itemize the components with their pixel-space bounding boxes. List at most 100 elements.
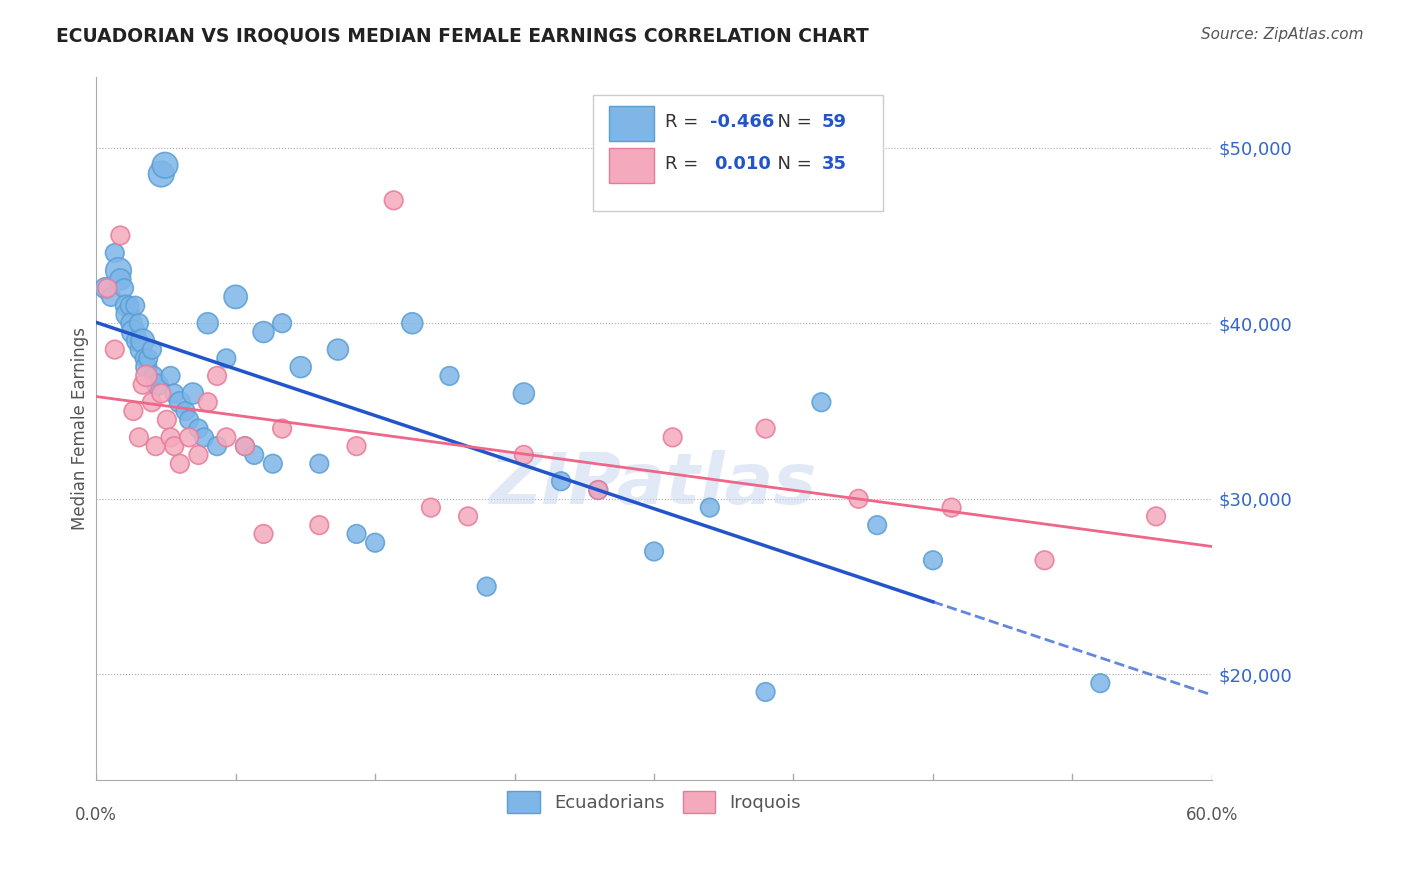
Y-axis label: Median Female Earnings: Median Female Earnings (72, 327, 89, 530)
Point (262, 457, 284, 471)
Point (197, 316, 219, 330)
Point (122, 404, 145, 418)
Point (513, 448, 536, 462)
Point (156, 413, 179, 427)
Point (586, 483, 609, 497)
Point (94, 281, 117, 295)
Point (233, 439, 256, 453)
Point (848, 491, 870, 506)
Text: N =: N = (766, 155, 817, 173)
Point (110, 228, 132, 243)
Point (112, 281, 135, 295)
Point (135, 368, 157, 383)
Point (181, 386, 204, 401)
Point (866, 518, 889, 533)
Point (124, 299, 146, 313)
Point (205, 439, 228, 453)
Point (346, 439, 368, 453)
Point (122, 325, 145, 339)
Text: N =: N = (766, 112, 817, 131)
Point (308, 457, 330, 471)
Point (1033, 553, 1056, 567)
Text: 0.0%: 0.0% (76, 806, 117, 824)
Point (169, 395, 191, 409)
Point (326, 343, 349, 357)
Point (104, 343, 127, 357)
Point (364, 535, 387, 549)
Point (401, 316, 423, 330)
FancyBboxPatch shape (609, 105, 654, 141)
Point (755, 421, 778, 435)
Text: ECUADORIAN VS IROQUOIS MEDIAN FEMALE EARNINGS CORRELATION CHART: ECUADORIAN VS IROQUOIS MEDIAN FEMALE EAR… (56, 27, 869, 45)
Point (550, 475, 572, 489)
Point (153, 158, 176, 172)
Point (475, 580, 498, 594)
FancyBboxPatch shape (593, 95, 883, 211)
Point (755, 685, 778, 699)
FancyBboxPatch shape (609, 148, 654, 183)
Point (233, 439, 256, 453)
Point (271, 316, 294, 330)
Legend: Ecuadorians, Iroquois: Ecuadorians, Iroquois (499, 783, 808, 820)
Point (661, 430, 683, 444)
Point (419, 500, 441, 515)
Point (150, 386, 173, 401)
Text: 60.0%: 60.0% (1185, 806, 1239, 824)
Point (131, 377, 153, 392)
Point (586, 483, 609, 497)
Point (513, 386, 536, 401)
Point (382, 194, 405, 208)
Point (271, 421, 294, 435)
Point (197, 395, 219, 409)
Point (128, 316, 150, 330)
Point (104, 246, 127, 260)
Point (96, 281, 118, 295)
Point (169, 457, 191, 471)
Point (922, 553, 945, 567)
Point (252, 527, 274, 541)
Text: 59: 59 (821, 112, 846, 131)
Text: R =: R = (665, 112, 704, 131)
Text: -0.466: -0.466 (710, 112, 775, 131)
Point (159, 430, 181, 444)
Point (1090, 676, 1112, 690)
Point (215, 430, 238, 444)
Point (163, 439, 186, 453)
Point (107, 263, 129, 277)
Point (252, 325, 274, 339)
Point (941, 500, 963, 515)
Point (110, 272, 132, 286)
Point (150, 167, 173, 181)
Point (1144, 509, 1167, 524)
Point (159, 368, 181, 383)
Point (115, 299, 138, 313)
Point (135, 360, 157, 375)
Point (121, 316, 143, 330)
Point (118, 299, 141, 313)
Text: 35: 35 (821, 155, 846, 173)
Point (308, 518, 330, 533)
Point (457, 509, 479, 524)
Point (346, 527, 368, 541)
Point (141, 343, 163, 357)
Point (193, 430, 215, 444)
Point (127, 334, 149, 348)
Point (179, 430, 201, 444)
Point (141, 395, 163, 409)
Text: ZIPatlas: ZIPatlas (491, 450, 818, 519)
Text: Source: ZipAtlas.com: Source: ZipAtlas.com (1201, 27, 1364, 42)
Point (117, 308, 139, 322)
Point (136, 351, 159, 366)
Point (146, 377, 169, 392)
Point (187, 448, 209, 462)
Point (699, 500, 721, 515)
Point (142, 368, 165, 383)
Point (129, 343, 152, 357)
Point (205, 368, 228, 383)
Text: R =: R = (665, 155, 710, 173)
Point (179, 413, 201, 427)
Point (243, 448, 266, 462)
Point (215, 351, 238, 366)
Point (643, 544, 665, 558)
Point (810, 395, 832, 409)
